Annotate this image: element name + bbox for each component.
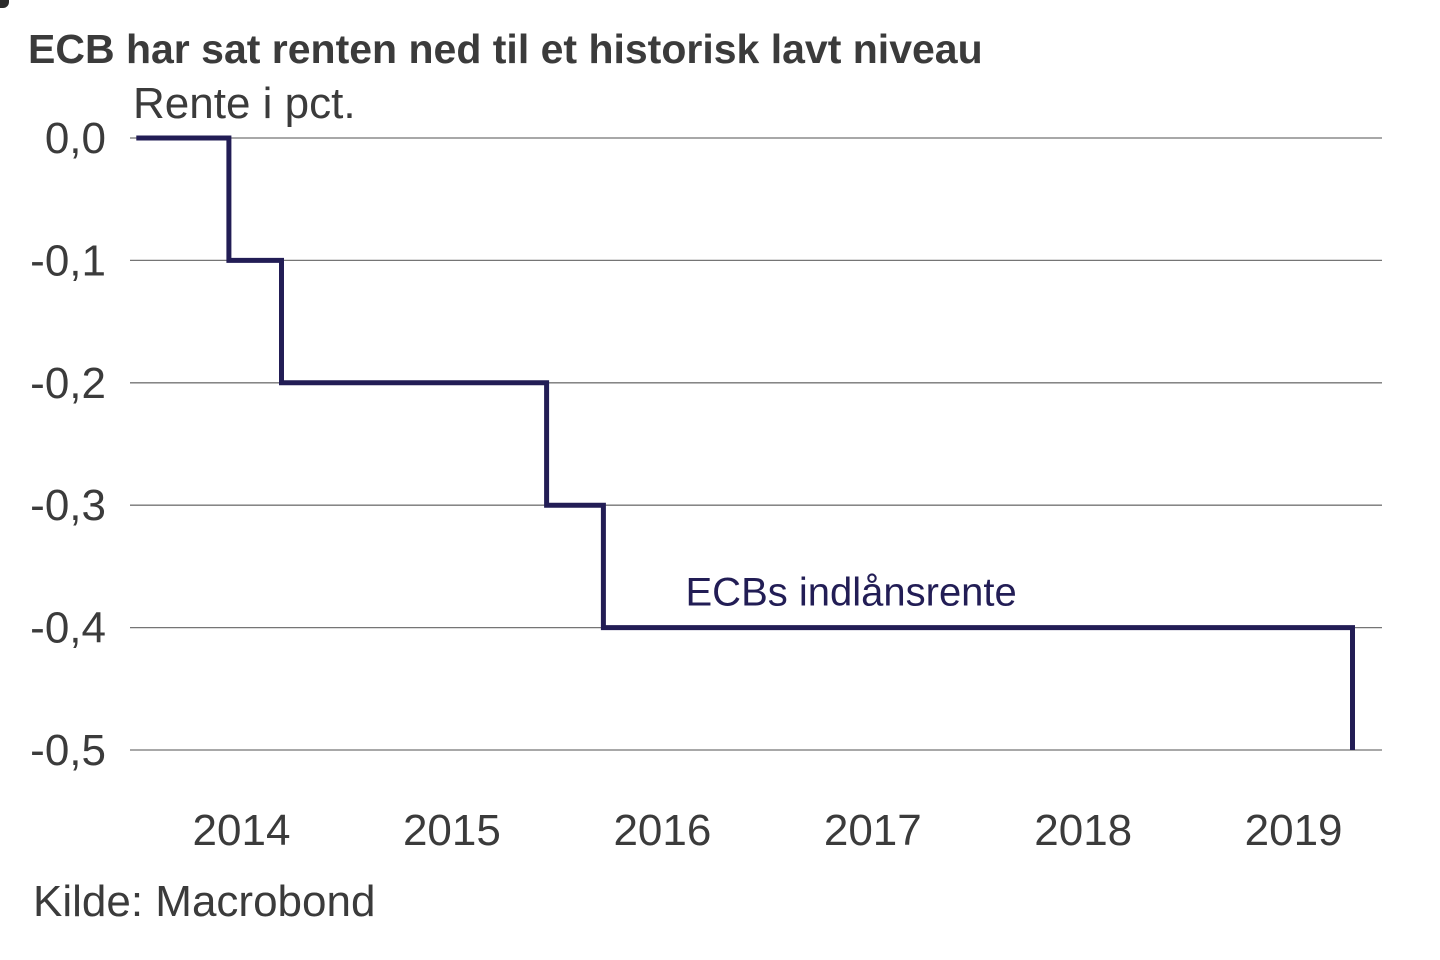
source-note: Kilde: Macrobond (33, 877, 376, 926)
y-axis-tick-label: -0,4 (30, 604, 106, 653)
y-axis-tick-label: -0,2 (30, 359, 106, 408)
corner-artifact (0, 0, 9, 8)
x-axis-tick-label: 2016 (613, 806, 711, 855)
chart-title: ECB har sat renten ned til et historisk … (28, 26, 983, 72)
y-axis-tick-label: -0,5 (30, 726, 106, 775)
series-label: ECBs indlånsrente (686, 571, 1017, 615)
x-axis-tick-label: 2017 (824, 806, 922, 855)
x-axis-tick-label: 2018 (1034, 806, 1132, 855)
y-axis-tick-label: -0,1 (30, 236, 106, 285)
y-axis-tick-label: 0,0 (45, 114, 106, 163)
chart-subtitle: Rente i pct. (133, 79, 356, 128)
x-axis-tick-label: 2019 (1245, 806, 1343, 855)
y-axis-tick-label: -0,3 (30, 481, 106, 530)
rate-step-line (136, 135, 1355, 750)
x-axis-tick-label: 2015 (403, 806, 501, 855)
x-axis-tick-label: 2014 (193, 806, 291, 855)
